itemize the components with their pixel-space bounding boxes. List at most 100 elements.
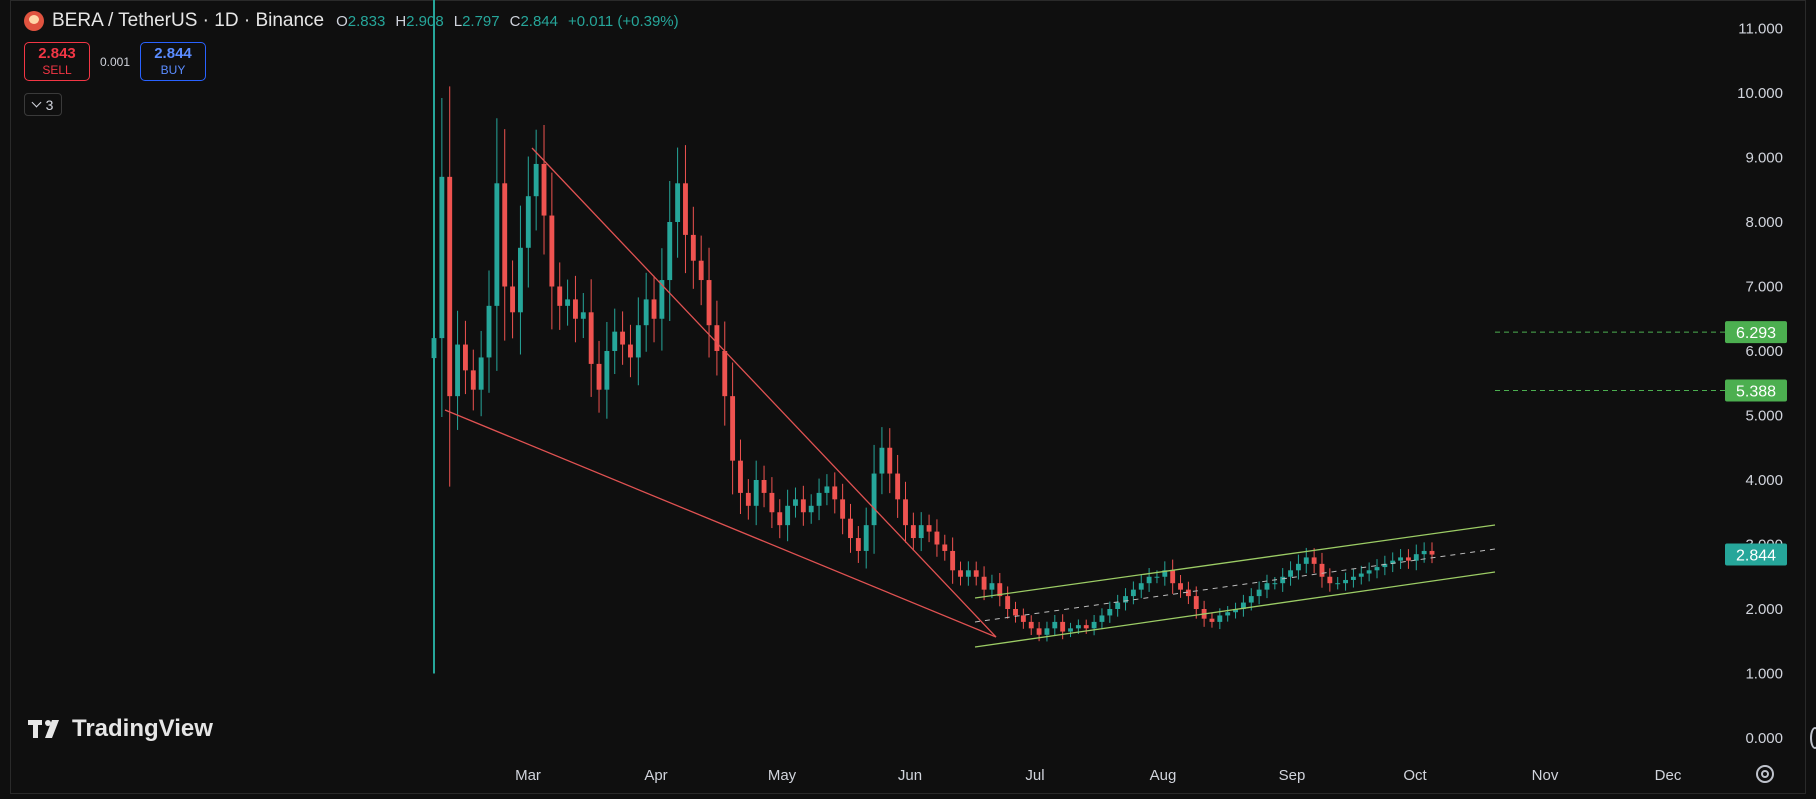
channel-upper-line [974,524,1496,599]
candle-body [1390,560,1396,564]
candle-body [557,286,563,306]
x-tick-label: Oct [1403,767,1427,784]
candle-body [1272,583,1278,585]
candle-body [1170,570,1176,584]
candle-body [1060,621,1066,632]
channel-lower-line [974,571,1496,648]
alert-level-label: 5.388 [1736,383,1776,400]
candle-body [761,480,767,493]
candle-body [604,351,610,390]
candle-body [910,525,916,539]
trade-panel: 2.843 SELL 0.001 2.844 BUY [24,42,206,81]
sell-button[interactable]: 2.843 SELL [24,42,90,81]
wedge-upper-line [531,147,997,638]
candle-body [612,331,618,351]
candle-body [1366,570,1372,574]
candle-body [926,525,932,532]
candle-body [1130,589,1136,597]
candle-body [1256,589,1262,597]
buy-price: 2.844 [154,44,192,62]
candle-body [1217,615,1223,622]
ohlc-values: O2.833 H2.908 L2.797 C2.844 +0.011 (+0.3… [336,13,679,30]
candle-body [824,486,830,493]
candle-body [1193,596,1199,609]
edge-handle-icon[interactable] [1810,727,1816,749]
candle-body [1303,557,1309,564]
candle-body [769,492,775,513]
candle-body [573,299,578,319]
candle-body [1429,550,1435,555]
alert-level-label: 6.293 [1736,325,1776,342]
candle-body [1020,615,1026,622]
candle-body [871,473,877,526]
candle-body [706,280,712,326]
candle-body [588,312,594,364]
x-tick-label: Nov [1532,767,1559,784]
buy-button[interactable]: 2.844 BUY [140,42,206,81]
candle-body [1044,628,1050,635]
candle-body [1091,621,1097,629]
close-label: C [509,12,521,30]
change-value: +0.011 (+0.39%) [568,12,679,30]
high-value: 2.908 [406,12,444,30]
candle-body [1350,576,1356,580]
open-label: O [336,12,348,30]
candle-body [690,234,696,261]
candle-body [1233,609,1238,613]
candle-body [903,499,908,526]
candle-body [753,480,759,506]
candle-body [879,447,885,474]
candle-body [1264,583,1270,590]
candle-body [816,492,822,506]
candle-body [848,518,853,539]
candle-body [722,351,728,397]
candle-body [659,280,665,319]
candle-body [1288,570,1293,577]
candle-body [667,222,673,281]
candle-body [997,583,1003,597]
sell-label: SELL [42,62,72,77]
candle-body [714,325,720,351]
candle-body [698,260,704,281]
candle-body [643,299,649,326]
candle-body [651,299,657,319]
candle-body [470,370,476,390]
indicators-toggle[interactable]: 3 [24,93,62,116]
candle-body [1005,596,1011,609]
candle-body [620,331,626,345]
y-tick-label: 1.000 [1745,666,1783,683]
candle-body [1382,563,1388,568]
candle-body [973,570,979,577]
candle-body [808,505,814,513]
symbol-title[interactable]: BERA / TetherUS · 1D · Binance [52,10,325,31]
candle-body [965,570,971,577]
candle-body [981,576,987,590]
candle-body [628,344,633,358]
alert-level-tag [1725,321,1787,344]
candle-body [1398,557,1404,561]
last-price-label: 2.844 [1736,548,1776,565]
candle-body [675,183,681,222]
sell-price: 2.843 [38,44,76,62]
x-tick-label: Sep [1279,767,1306,784]
y-tick-label: 7.000 [1745,279,1783,296]
candle-body [494,183,500,306]
candle-body [1358,573,1364,577]
x-tick-label: Mar [515,767,541,784]
y-tick-label: 6.000 [1745,343,1783,360]
spread-value: 0.001 [99,54,131,69]
candle-body [832,486,838,500]
candle-body [1209,618,1215,622]
candle-body [1123,596,1128,603]
y-tick-label: 9.000 [1745,150,1783,167]
candle-body [1413,554,1419,561]
candle-body [942,544,948,551]
candle-body [895,473,901,500]
y-tick-label: 2.000 [1745,601,1783,618]
candle-body [635,325,641,358]
candle-body [486,305,492,358]
candle-body [541,163,547,216]
chart-settings-icon[interactable] [1756,765,1774,783]
candle-body [1083,625,1089,629]
